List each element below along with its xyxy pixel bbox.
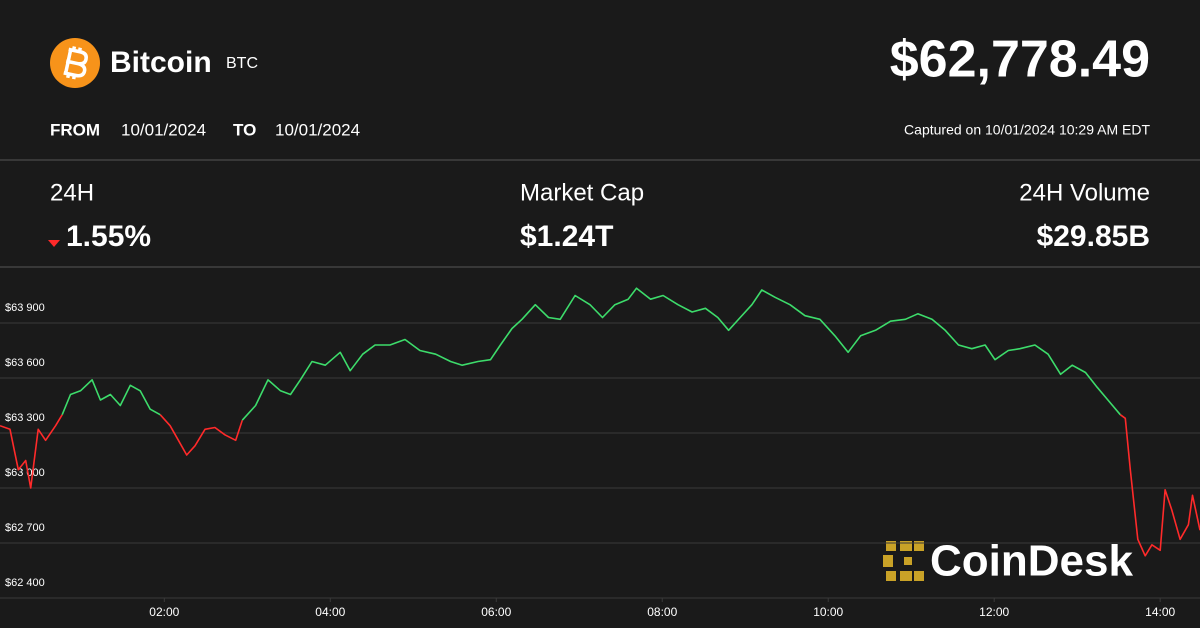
coin-name: Bitcoin — [110, 46, 212, 79]
stat-value: $29.85B — [1037, 220, 1150, 253]
x-tick-label: 04:00 — [315, 605, 345, 619]
stat-label: 24H Volume — [1019, 179, 1150, 206]
coindesk-logo — [883, 541, 924, 581]
y-tick-label: $62 400 — [5, 577, 45, 589]
x-tick-label: 12:00 — [979, 605, 1009, 619]
x-tick-label: 08:00 — [647, 605, 677, 619]
y-tick-label: $62 700 — [5, 522, 45, 534]
btc-icon — [50, 38, 100, 88]
x-tick-label: 06:00 — [481, 605, 511, 619]
y-tick-label: $63 000 — [5, 467, 45, 479]
x-tick-label: 14:00 — [1145, 605, 1175, 619]
down-arrow — [48, 240, 60, 247]
stat-label: Market Cap — [520, 179, 644, 206]
stat-value: 1.55% — [66, 220, 151, 253]
price: $62,778.49 — [890, 31, 1150, 89]
watermark: CoinDesk — [930, 537, 1133, 586]
from-date: 10/01/2024 — [121, 120, 206, 139]
price-line — [61, 287, 1121, 421]
stat-value: $1.24T — [520, 220, 613, 253]
y-tick-label: $63 300 — [5, 412, 45, 424]
captured: Captured on 10/01/2024 10:29 AM EDT — [904, 122, 1150, 138]
price-line — [0, 414, 1200, 557]
to-label: TO — [233, 120, 256, 139]
y-tick-label: $63 900 — [5, 302, 45, 314]
coin-symbol: BTC — [226, 55, 258, 72]
x-tick-label: 10:00 — [813, 605, 843, 619]
from-label: FROM — [50, 120, 100, 139]
stat-label: 24H — [50, 179, 94, 206]
y-tick-label: $63 600 — [5, 357, 45, 369]
x-tick-label: 02:00 — [149, 605, 179, 619]
to-date: 10/01/2024 — [275, 120, 360, 139]
